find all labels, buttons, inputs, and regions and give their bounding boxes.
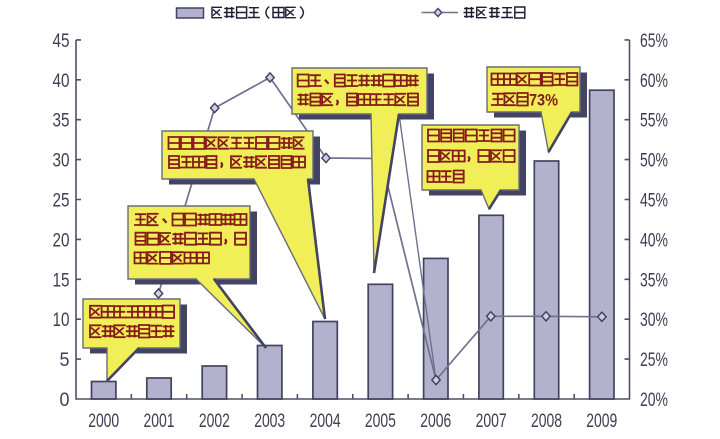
svg-text:2002: 2002 [199,411,230,432]
svg-text:25: 25 [53,191,70,212]
svg-text:40: 40 [53,71,70,92]
svg-text:2005: 2005 [365,411,396,432]
svg-text:30: 30 [53,151,70,172]
svg-text:10: 10 [53,310,70,331]
svg-text:15: 15 [53,270,70,291]
svg-text:73%: 73% [529,91,558,110]
svg-text:2008: 2008 [531,411,562,432]
svg-text:20%: 20% [640,390,668,411]
svg-text:65%: 65% [640,31,668,52]
svg-text:55%: 55% [640,111,668,132]
svg-text:2003: 2003 [254,411,285,432]
svg-text:2007: 2007 [476,411,507,432]
svg-text:20: 20 [53,230,70,251]
svg-text:35: 35 [53,111,70,132]
svg-text:45: 45 [53,31,70,52]
svg-text:45%: 45% [640,191,668,212]
svg-text:60%: 60% [640,71,668,92]
svg-text:2006: 2006 [420,411,451,432]
svg-text:35%: 35% [640,270,668,291]
svg-text:0: 0 [60,390,70,411]
svg-text:50%: 50% [640,151,668,172]
svg-text:30%: 30% [640,310,668,331]
svg-text:2009: 2009 [586,411,617,432]
svg-text:2000: 2000 [88,411,119,432]
svg-text:25%: 25% [640,350,668,371]
svg-text:2004: 2004 [310,411,341,432]
svg-text:5: 5 [60,350,70,371]
svg-text:40%: 40% [640,230,668,251]
svg-text:2001: 2001 [144,411,175,432]
